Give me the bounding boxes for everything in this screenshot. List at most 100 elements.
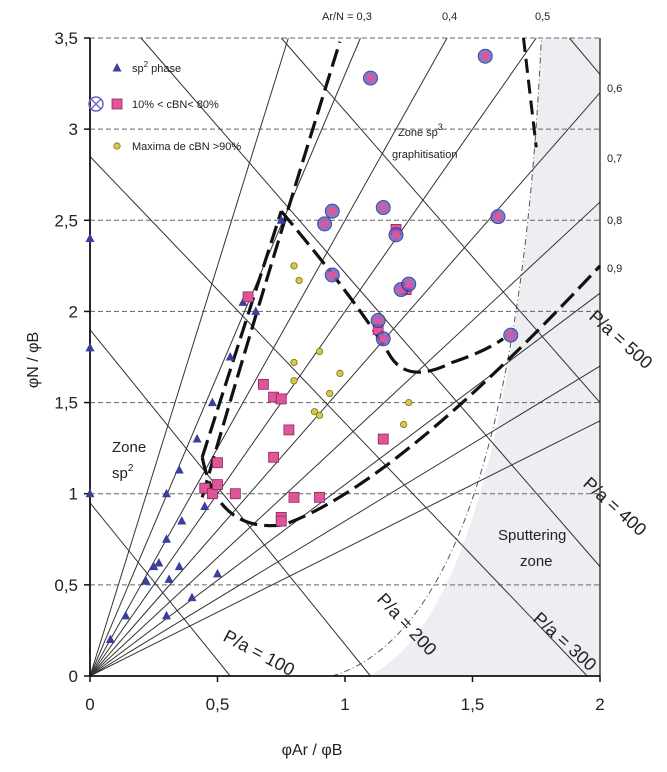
ratio-label: 0,7 [607, 153, 622, 165]
ratio-line [89, 37, 361, 677]
ratio-line [89, 92, 601, 677]
legend-sup: 2 [144, 60, 149, 69]
circle-point [315, 347, 324, 356]
ratio-line [89, 201, 601, 677]
triangle-point [207, 397, 217, 407]
triangle-point [141, 576, 151, 585]
ratio-label: 0,6 [607, 83, 622, 95]
ringed-circle-point-core [379, 204, 387, 212]
ratio-line [89, 365, 601, 677]
legend-marker [112, 63, 122, 72]
square-point [257, 378, 269, 390]
square-point [212, 479, 223, 491]
triangle-point [162, 488, 171, 498]
square-point [212, 457, 223, 469]
legend-ring-cross [90, 98, 102, 110]
triangle-point [162, 610, 171, 620]
square-point [288, 491, 300, 503]
circle-point [315, 411, 324, 419]
triangle-point [187, 592, 197, 602]
legend-marker [113, 142, 121, 150]
zone-sp3-sup: 3 [438, 122, 443, 132]
pressure-line [89, 156, 588, 677]
ringed-circle-point-core [507, 331, 515, 339]
ringed-circle-point-core [494, 213, 502, 221]
circle-point [405, 398, 413, 407]
zone-sp3-sublabel: graphitisation [392, 149, 457, 161]
x-axis-label: φAr / φB [282, 742, 343, 759]
legend-label: Maxima de cBN >90% [132, 141, 241, 153]
sputtering-zone-boundary [332, 37, 542, 677]
boundary-right [522, 37, 538, 148]
triangle-point [213, 568, 222, 578]
triangle-point [174, 465, 184, 474]
square-point [314, 491, 325, 503]
triangle-point [85, 488, 95, 498]
y-tick-label: 3 [69, 120, 78, 139]
legend-label: 10% < cBN< 80% [132, 99, 219, 111]
x-tick-label: 0 [85, 695, 94, 714]
ringed-circle-point-core [321, 220, 329, 228]
ratio-label: 0,5 [535, 11, 550, 23]
triangle-point [154, 557, 164, 567]
square-point [283, 424, 295, 436]
zone-boundaries [200, 37, 602, 528]
x-tick-label: 2 [595, 695, 604, 714]
triangle-point [85, 233, 95, 243]
sputtering-zone-shade [332, 37, 600, 677]
ratio-label: 0,4 [442, 11, 457, 23]
square-point [275, 393, 287, 405]
ringed-circle-point-core [367, 74, 374, 82]
pressure-line [89, 329, 371, 677]
y-tick-label: 1,5 [54, 394, 78, 413]
ratio-line [89, 37, 289, 677]
pressure-line [140, 37, 601, 567]
circle-point [400, 420, 408, 429]
legend: sp2 phase 10% < cBN< 80% Maxima de cBN >90… [88, 60, 241, 153]
square-point [275, 515, 287, 527]
ratio-line [569, 37, 601, 75]
ringed-circle-point-core [481, 52, 489, 60]
circle-point [290, 377, 298, 385]
ringed-circle-point-core [397, 286, 405, 294]
legend-ring-marker [88, 96, 104, 112]
sputtering-zone-area [367, 38, 600, 676]
boundary-sp2-inner [200, 210, 283, 458]
y-axis-label: φN / φB [25, 332, 42, 388]
ratio-line [89, 37, 448, 677]
triangle-point [192, 434, 202, 443]
ringed-circle-point-core [379, 335, 387, 343]
sputtering-zone-label: Sputtering [498, 527, 566, 544]
triangle-point [177, 516, 187, 525]
square-point [206, 488, 218, 500]
square-point [199, 482, 211, 494]
square-point [242, 291, 254, 303]
boundary-lower [200, 264, 602, 528]
zone-sp2-sup: 2 [128, 463, 134, 474]
x-tick-label: 1 [340, 695, 349, 714]
circle-point [290, 262, 298, 270]
circle-point [310, 408, 318, 416]
ringed-circle-point-core [328, 207, 336, 215]
y-tick-label: 0 [69, 667, 78, 686]
axes: 0 0,5 1 1,5 2 0 0,5 1 1,5 2 2,5 3 3,5 φAr / φB φN / φB [25, 29, 605, 759]
sputtering-zone-label: zone [520, 553, 553, 570]
ringed-circle-point-core [328, 271, 336, 279]
circle-point [295, 276, 303, 285]
circle-point [326, 389, 334, 398]
x-tick-label: 1,5 [461, 695, 485, 714]
ratio-line [89, 37, 537, 677]
triangle-point [164, 574, 174, 583]
ratio-label: 0,8 [607, 215, 622, 227]
ringed-circle-point-core [392, 231, 400, 239]
zone-sp3-label: Zone sp3 [398, 122, 443, 139]
y-tick-label: 1 [69, 485, 78, 504]
y-tick-label: 3,5 [54, 29, 78, 48]
y-tick-label: 0,5 [54, 576, 78, 595]
triangle-point [200, 501, 210, 510]
triangle-point [162, 534, 171, 543]
boundary-sp2-upper [200, 41, 342, 498]
pressure-label: P/a = 100 [220, 626, 298, 680]
zone-sp2-label: Zone [112, 439, 146, 456]
circle-point [336, 369, 344, 378]
